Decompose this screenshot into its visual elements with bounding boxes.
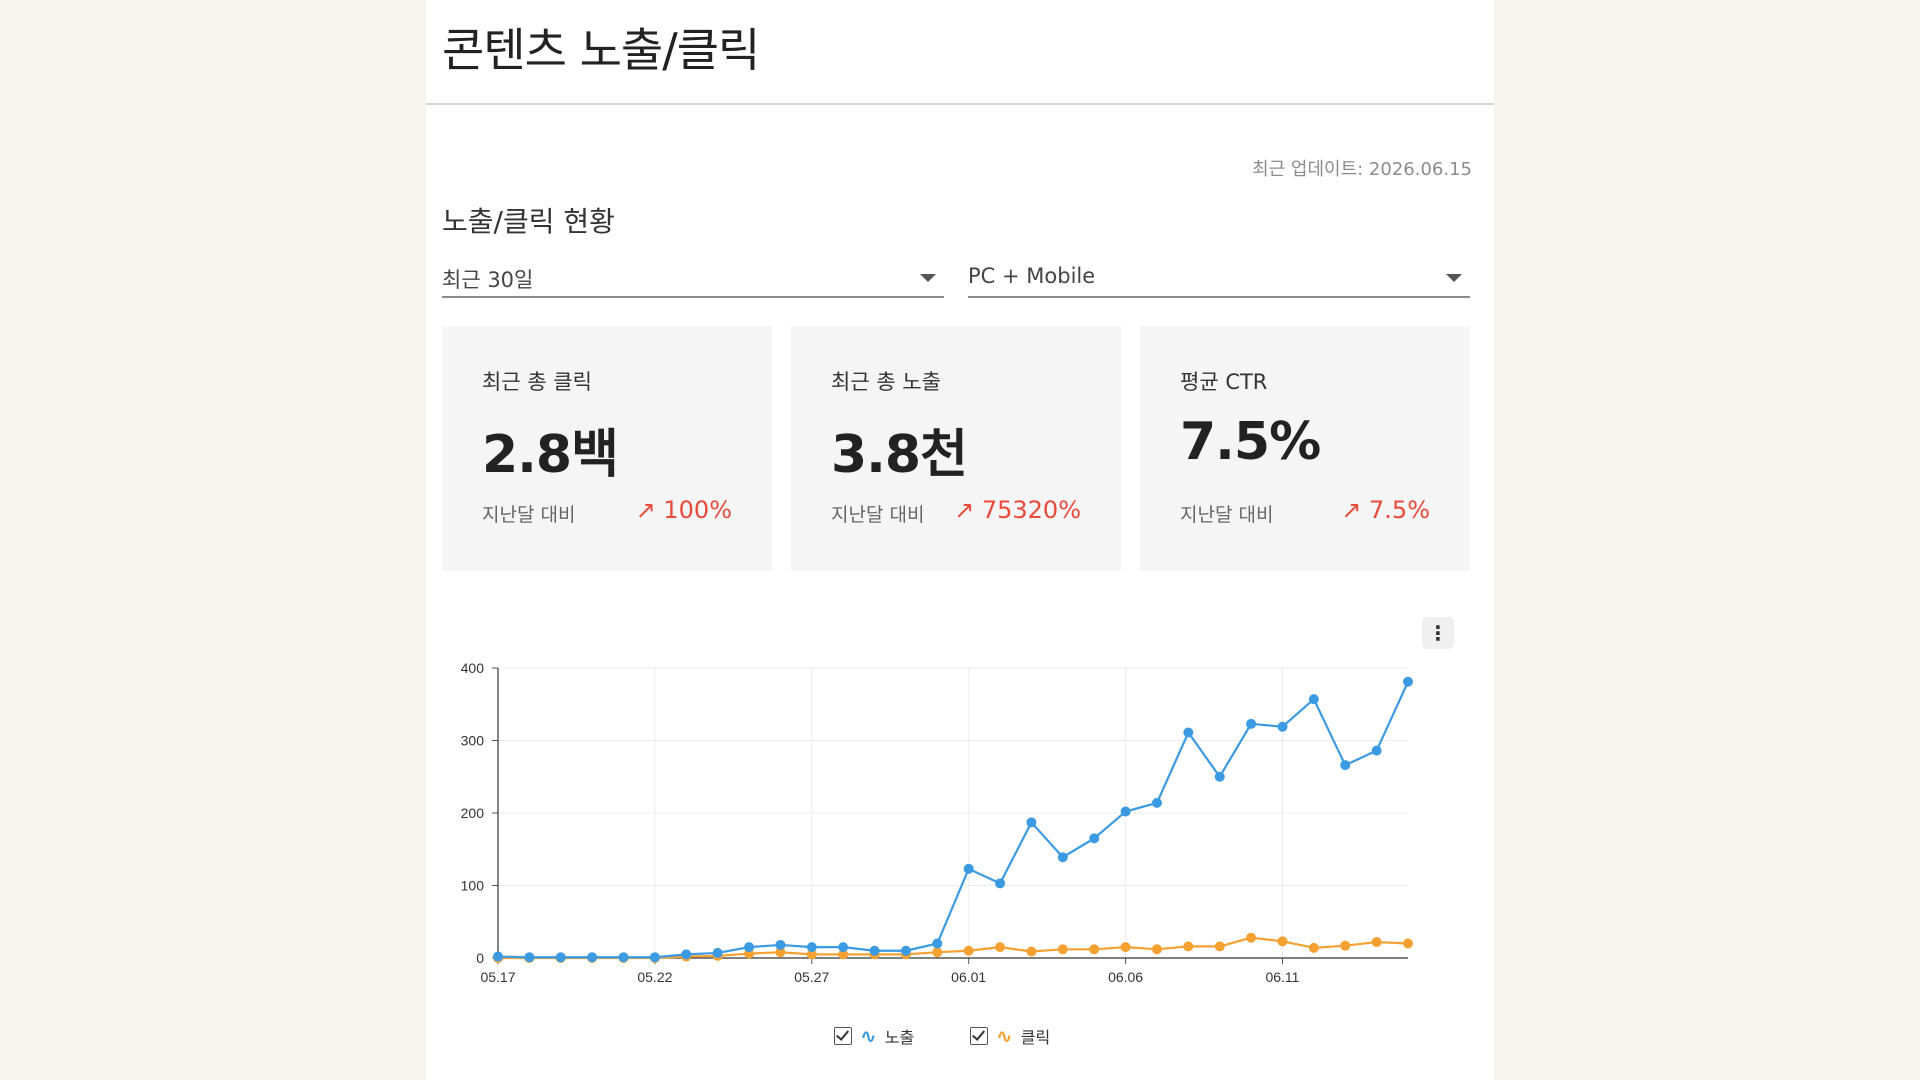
data-point	[1151, 944, 1162, 955]
x-tick-label: 06.11	[1265, 969, 1299, 985]
data-point	[1403, 676, 1413, 687]
card-label: 최근 총 노출	[831, 370, 941, 394]
card-value: 2.8백	[482, 425, 619, 485]
data-point	[995, 878, 1006, 889]
data-point	[1057, 852, 1068, 863]
data-point	[1026, 946, 1037, 957]
card-value: 3.8천	[831, 425, 968, 485]
data-point	[493, 951, 503, 962]
data-point	[1120, 942, 1131, 953]
data-point	[1340, 760, 1351, 771]
card-compare-label: 지난달 대비	[831, 504, 925, 526]
line-series-icon: ∿	[996, 1024, 1013, 1048]
y-tick-label: 300	[461, 733, 485, 749]
data-point	[1089, 944, 1100, 955]
line-series-icon: ∿	[860, 1024, 877, 1048]
y-tick-label: 400	[461, 660, 485, 676]
y-tick-label: 200	[461, 805, 485, 821]
device-select[interactable]: PC + Mobile	[968, 258, 1470, 298]
data-point	[806, 949, 817, 960]
content-panel: 콘텐츠 노출/클릭 최근 업데이트: 2026.06.15 노출/클릭 현황 최…	[426, 0, 1494, 1080]
data-point	[838, 949, 849, 960]
x-tick-label: 05.27	[794, 969, 829, 985]
data-point	[1246, 718, 1257, 729]
data-point	[1057, 944, 1068, 955]
checkbox-checked-icon[interactable]	[834, 1027, 852, 1045]
series-line-노출	[497, 681, 1410, 959]
x-tick-label: 05.22	[637, 969, 672, 985]
header-divider	[426, 103, 1494, 105]
data-point	[1214, 941, 1225, 952]
card-compare-value: ↗ 7.5%	[1341, 496, 1430, 524]
data-point	[1183, 727, 1194, 738]
data-point	[649, 952, 660, 963]
data-point	[1277, 936, 1288, 947]
data-point	[1308, 694, 1319, 705]
chevron-down-icon	[920, 274, 936, 282]
data-point	[869, 945, 880, 956]
card-compare-label: 지난달 대비	[482, 504, 576, 526]
card-label: 최근 총 클릭	[482, 370, 592, 394]
data-point	[1246, 932, 1257, 943]
period-select[interactable]: 최근 30일	[442, 258, 944, 298]
data-point	[1371, 745, 1382, 756]
data-point	[555, 952, 566, 963]
chart-more-button[interactable]: ⋮	[1422, 617, 1454, 649]
data-point	[900, 945, 911, 956]
data-point	[744, 942, 755, 953]
data-point	[1089, 833, 1100, 844]
legend-item-clicks[interactable]: ∿ 클릭	[970, 1024, 1050, 1048]
card-compare-value: ↗ 100%	[635, 496, 732, 524]
page-title: 콘텐츠 노출/클릭	[442, 23, 760, 77]
card-label: 평균 CTR	[1180, 370, 1268, 394]
data-point	[963, 863, 974, 874]
data-point	[806, 942, 817, 953]
data-point	[1403, 938, 1413, 949]
data-point	[995, 942, 1006, 953]
data-point	[1340, 940, 1351, 951]
legend-label: 노출	[884, 1028, 915, 1047]
data-point	[838, 942, 849, 953]
card-compare-label: 지난달 대비	[1180, 504, 1274, 526]
checkbox-checked-icon[interactable]	[970, 1027, 988, 1045]
data-point	[1026, 817, 1037, 828]
legend-item-impressions[interactable]: ∿ 노출	[834, 1024, 914, 1048]
last-updated-text: 최근 업데이트: 2026.06.15	[1252, 159, 1472, 180]
section-title: 노출/클릭 현황	[442, 205, 615, 238]
data-point	[524, 952, 535, 963]
data-point	[1308, 942, 1319, 953]
card-value: 7.5%	[1180, 412, 1321, 472]
data-point	[1371, 937, 1382, 948]
x-tick-label: 06.06	[1108, 969, 1143, 985]
legend-label: 클릭	[1020, 1028, 1051, 1047]
x-tick-label: 06.01	[951, 969, 986, 985]
series-line-클릭	[498, 936, 1409, 960]
period-select-value: 최근 30일	[442, 268, 534, 292]
chevron-down-icon	[1446, 274, 1462, 282]
data-point	[712, 947, 723, 958]
line-chart: 0 100 200 300 400 05.17 05.22 05.27 06.01 06.06 06…	[461, 660, 1413, 985]
data-point	[1120, 806, 1131, 817]
data-point	[587, 952, 598, 963]
data-point	[963, 945, 974, 956]
total-impressions-card: 최근 총 노출 3.8천 지난달 대비 ↗ 75320%	[791, 326, 1121, 571]
data-point	[775, 947, 786, 958]
average-ctr-card: 평균 CTR 7.5% 지난달 대비 ↗ 7.5%	[1140, 326, 1470, 571]
card-compare-value: ↗ 75320%	[954, 496, 1081, 524]
data-point	[932, 947, 943, 958]
device-select-value: PC + Mobile	[968, 264, 1096, 288]
data-point	[1277, 721, 1288, 732]
y-tick-label: 0	[476, 950, 484, 966]
data-point	[932, 938, 943, 949]
data-point	[1151, 797, 1162, 808]
data-point	[681, 949, 692, 960]
y-tick-label: 100	[461, 878, 485, 894]
data-point	[775, 939, 786, 950]
x-tick-label: 05.17	[480, 969, 515, 985]
total-clicks-card: 최근 총 클릭 2.8백 지난달 대비 ↗ 100%	[442, 326, 772, 571]
data-point	[618, 952, 629, 963]
data-point	[1183, 941, 1194, 952]
data-point	[1214, 771, 1225, 782]
